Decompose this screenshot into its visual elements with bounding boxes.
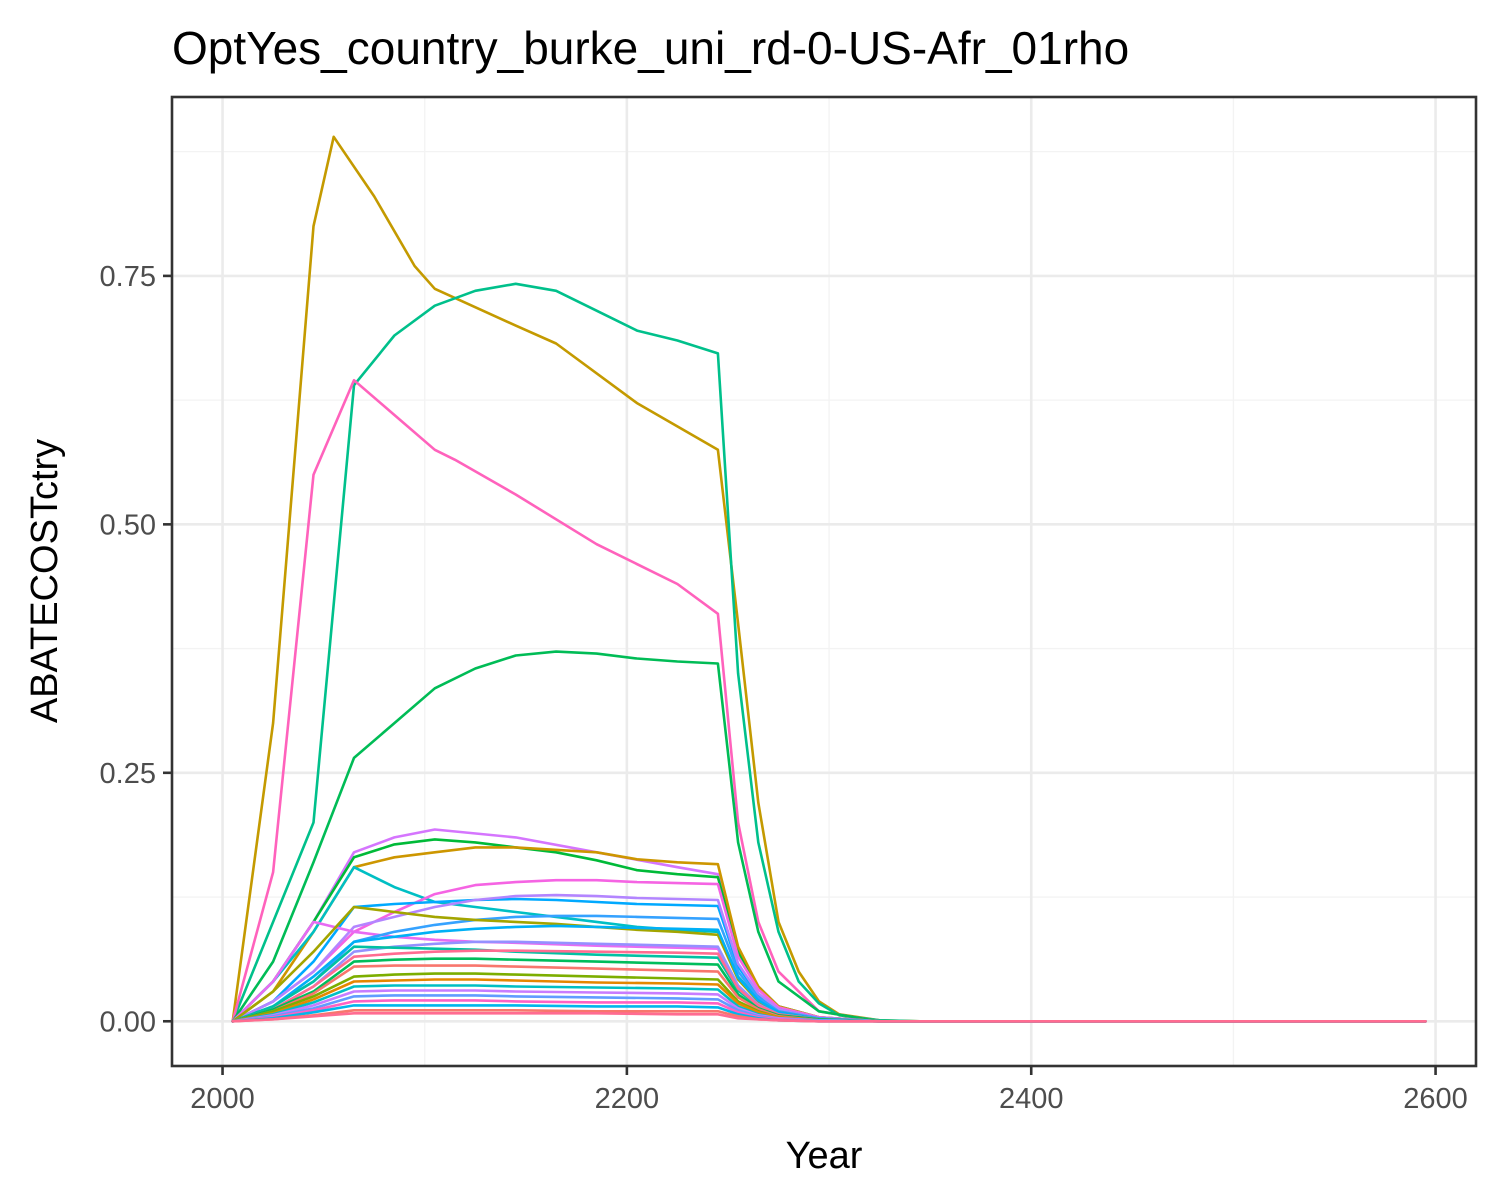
- x-axis-title: Year: [786, 1135, 863, 1177]
- x-axis: 2000 2200 2400 2600: [190, 1066, 1468, 1115]
- minor-gridlines: [172, 97, 1476, 1066]
- series-lines: [231, 135, 1427, 1023]
- series-line-2: [231, 282, 1427, 1023]
- y-tick-label: 0.75: [100, 261, 156, 293]
- panel-border: [170, 95, 1478, 1068]
- y-tick-label: 0.50: [100, 509, 156, 541]
- y-axis-title: ABATECOSTctry: [24, 439, 66, 723]
- major-gridlines: [172, 97, 1476, 1066]
- series-line-3: [231, 378, 1427, 1023]
- series-line-4: [231, 650, 1427, 1023]
- y-tick-label: 0.00: [100, 1006, 156, 1038]
- y-axis: 0.00 0.25 0.50 0.75: [100, 261, 172, 1038]
- series-line-29: [231, 1012, 1427, 1023]
- series-line-11: [231, 893, 1427, 1023]
- series-line-15: [231, 924, 1427, 1023]
- x-tick-label: 2400: [999, 1083, 1064, 1115]
- x-tick-label: 2000: [190, 1083, 255, 1115]
- x-tick-label: 2600: [1403, 1083, 1468, 1115]
- chart-title: OptYes_country_burke_uni_rd-0-US-Afr_01r…: [172, 22, 1129, 74]
- x-tick-label: 2200: [595, 1083, 660, 1115]
- y-tick-label: 0.25: [100, 758, 156, 790]
